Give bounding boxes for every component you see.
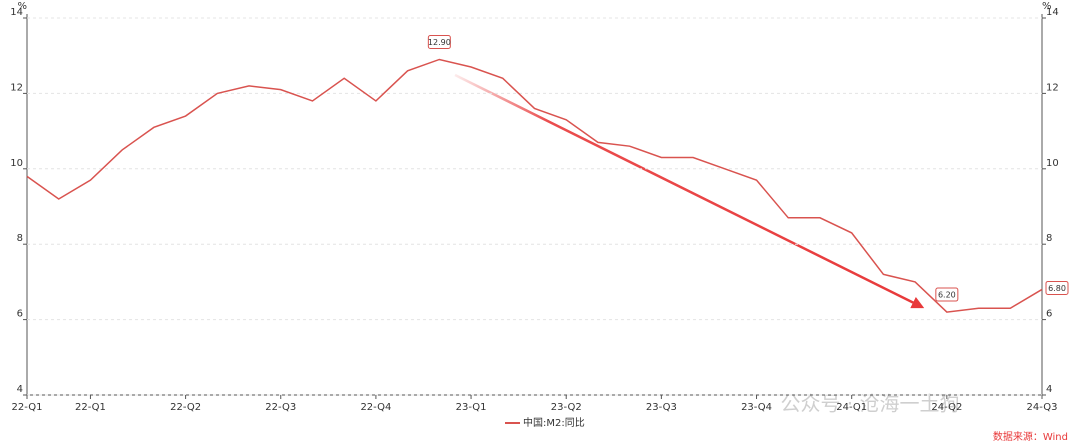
y2-tick-label: 10	[1046, 158, 1059, 169]
data-label: 12.90	[428, 38, 451, 47]
x-tick-label: 23-Q3	[646, 402, 677, 413]
x-tick-label: 24-Q3	[1027, 402, 1058, 413]
y2-tick-label: 6	[1046, 309, 1052, 320]
y2-tick-label: 8	[1046, 233, 1052, 244]
x-tick-label: 22-Q1	[75, 402, 106, 413]
x-tick-label: 23-Q4	[741, 402, 772, 413]
x-tick-label: 22-Q2	[170, 402, 201, 413]
data-label: 6.20	[938, 291, 956, 300]
y-tick-label: 6	[17, 309, 23, 320]
y-unit: %	[17, 1, 27, 12]
x-tick-label: 22-Q4	[360, 402, 391, 413]
source: 数据来源：Wind	[993, 430, 1068, 443]
y-tick-label: 8	[17, 233, 23, 244]
y2-unit: %	[1042, 1, 1052, 12]
x-tick-label: 23-Q2	[551, 402, 582, 413]
x-tick-label: 22-Q3	[265, 402, 296, 413]
data-label: 6.80	[1048, 284, 1066, 293]
y-tick-label: 4	[17, 384, 23, 395]
trend-arrow	[454, 73, 925, 309]
legend-label: 中国:M2:同比	[523, 416, 585, 429]
data-label-box	[427, 34, 451, 49]
x-tick-label: 24-Q2	[931, 402, 962, 413]
series-line	[26, 58, 1043, 313]
y2-tick-label: 12	[1046, 82, 1059, 93]
data-label-box	[1045, 280, 1069, 295]
x-tick-label: 24-Q1	[836, 402, 867, 413]
x-tick-label: 22-Q1	[12, 402, 43, 413]
y-tick-label: 12	[10, 82, 23, 93]
y-tick-label: 10	[10, 158, 23, 169]
y2-tick-label: 4	[1046, 384, 1052, 395]
x-tick-label: 23-Q1	[456, 402, 487, 413]
y2-tick-label: 14	[1046, 7, 1059, 18]
y-tick-label: 14	[10, 7, 23, 18]
data-label-box	[935, 287, 959, 302]
